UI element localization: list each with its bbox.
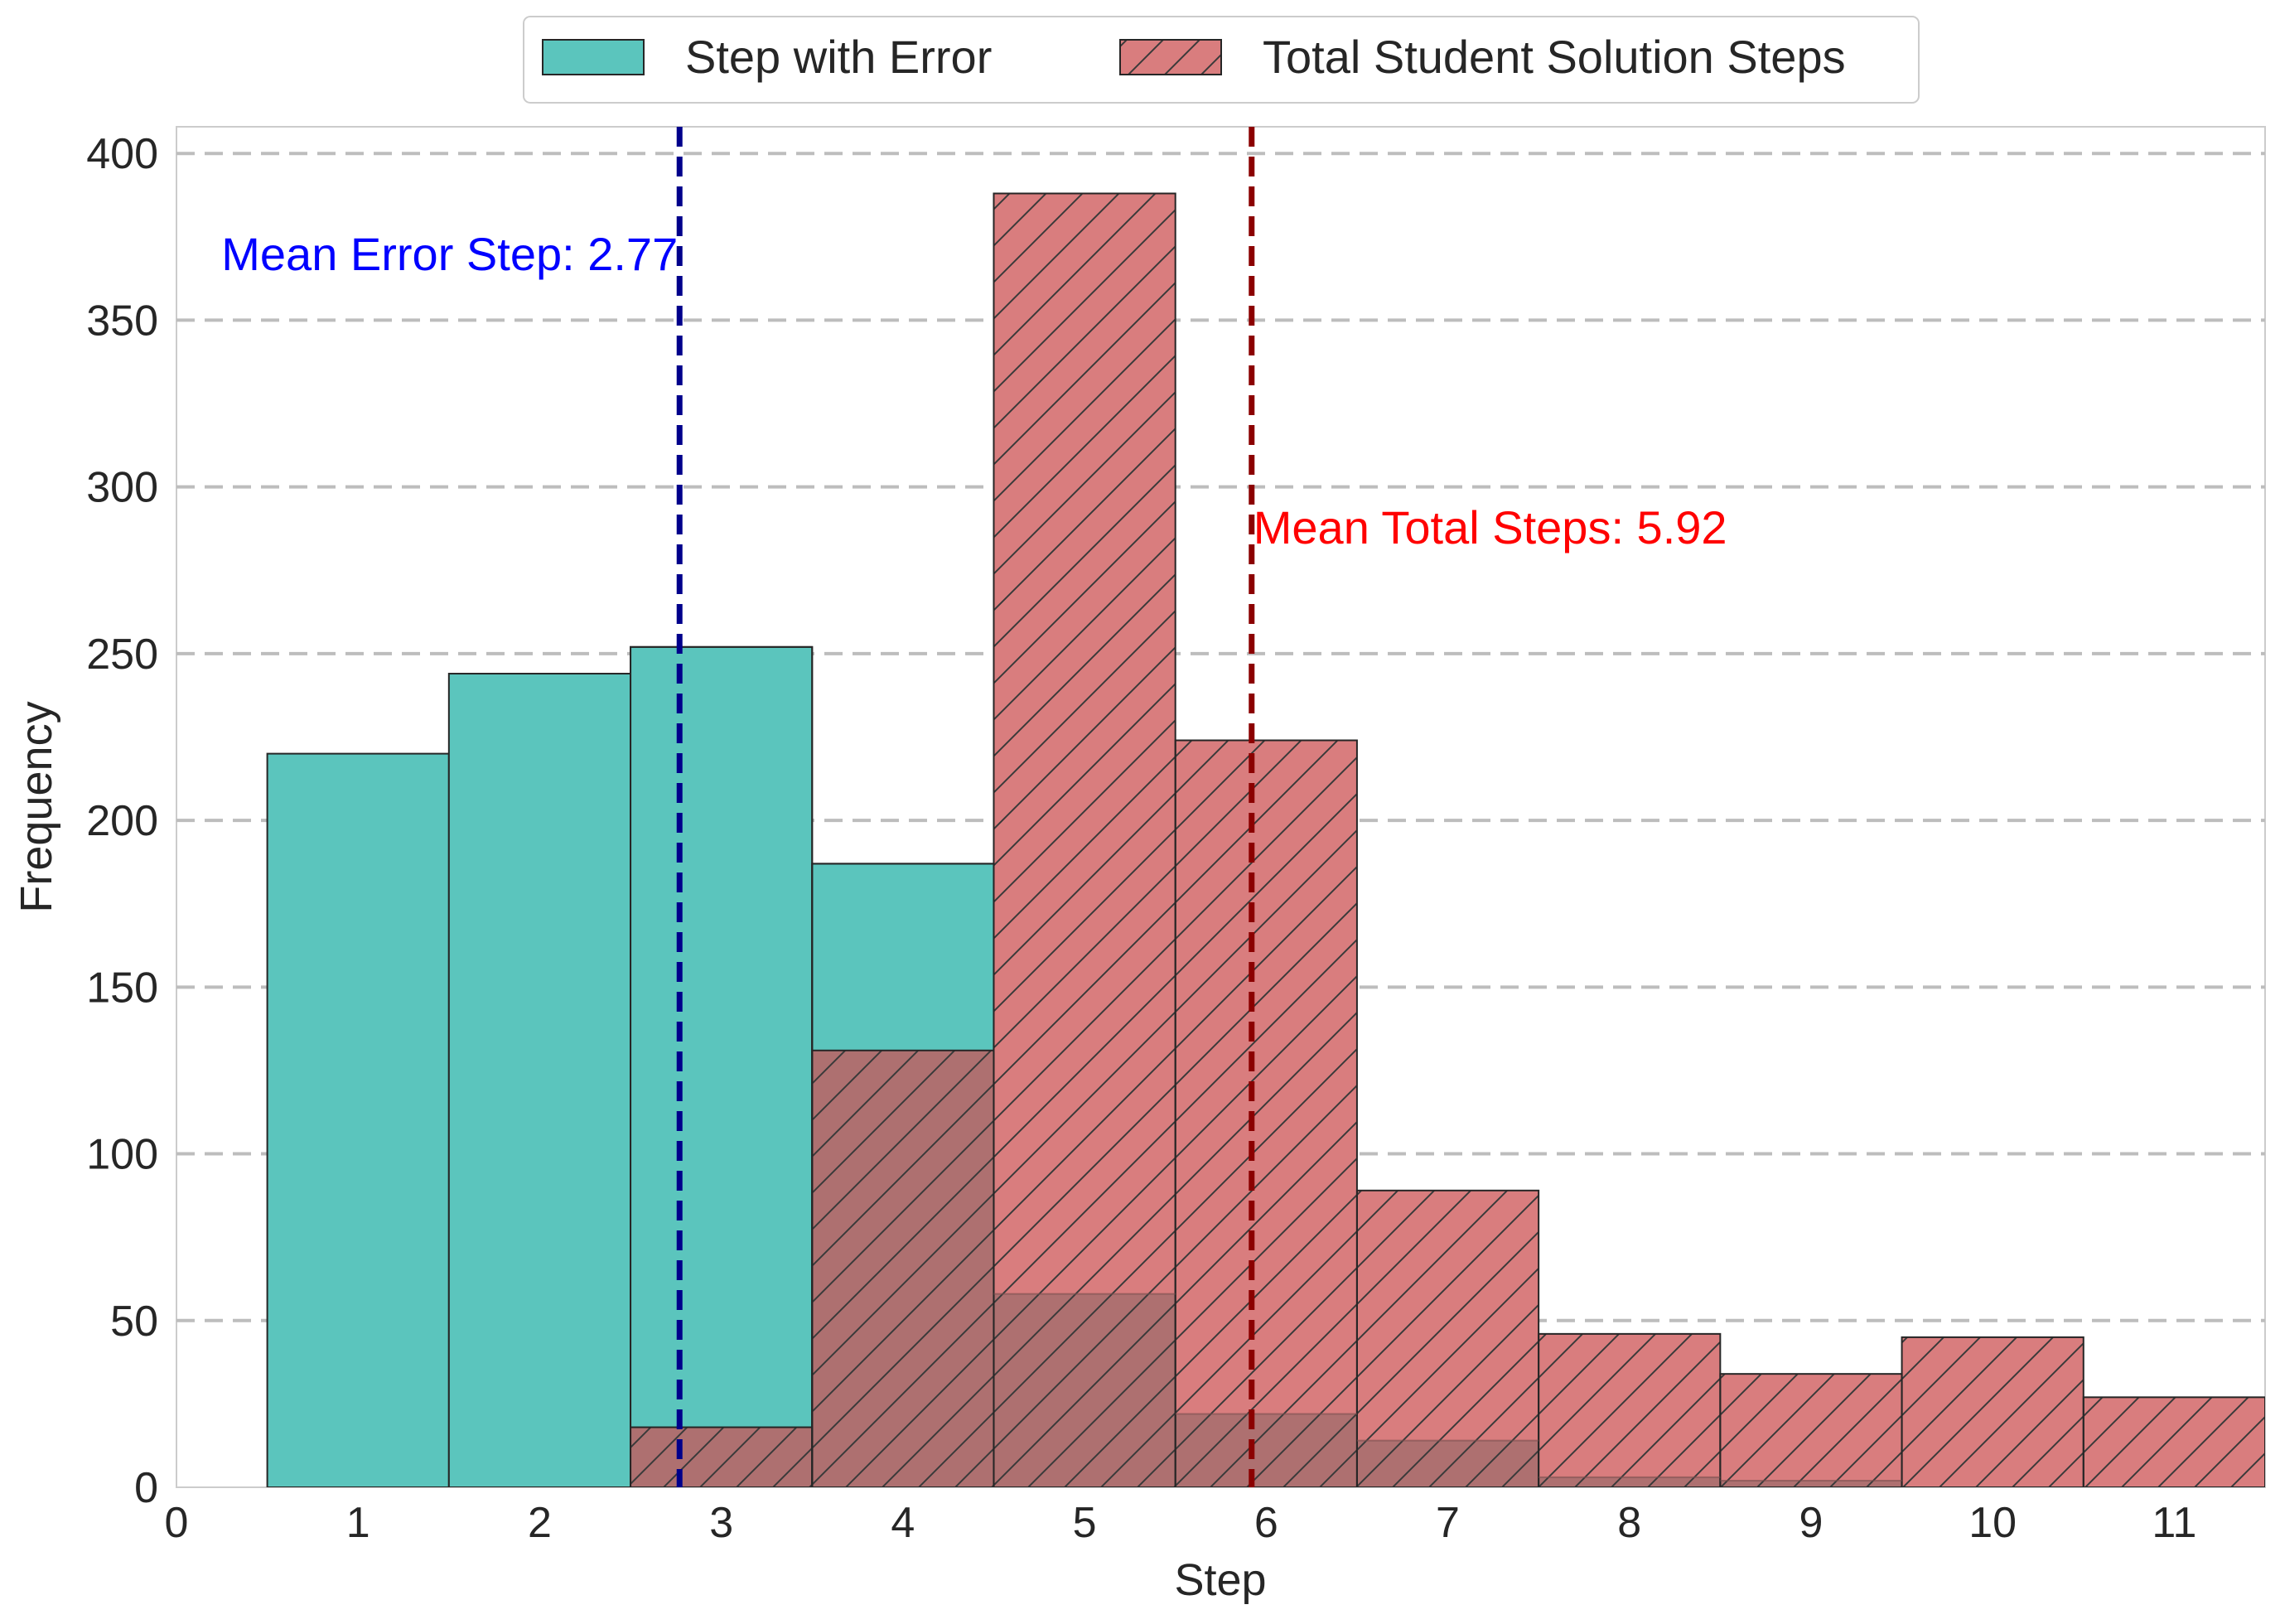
bar-step-with-error <box>447 673 632 1487</box>
legend: Step with Error Total Student Solution S… <box>523 16 1920 104</box>
x-tick-label: 11 <box>2152 1499 2196 1547</box>
mean-label-1: Mean Total Steps: 5.92 <box>1254 501 1727 553</box>
bar-total-steps-hatch <box>1719 1373 1903 1487</box>
bar-total-steps-hatch <box>1901 1336 2084 1487</box>
legend-label-total: Total Student Solution Steps <box>1263 31 1846 83</box>
bar-total-steps-hatch <box>1355 1189 1540 1487</box>
bar-total-steps-hatch <box>630 1426 814 1487</box>
bar-step-with-error <box>630 645 814 1487</box>
y-tick-label: 200 <box>86 797 158 845</box>
bar-step-with-error <box>266 752 450 1487</box>
x-tick-label: 1 <box>346 1499 370 1547</box>
x-tick-label: 7 <box>1436 1499 1460 1547</box>
tick-labels: 0 50 100 150 200 250 300 350 400 0 1 2 3 4 5 6 7 8 9 10 11 <box>86 130 2196 1547</box>
x-tick-label: 10 <box>1968 1499 2017 1547</box>
y-tick-label: 150 <box>86 964 158 1012</box>
x-tick-label: 3 <box>709 1499 733 1547</box>
x-axis-label: Step <box>1174 1555 1266 1605</box>
bar-total-steps-hatch <box>1174 739 1358 1487</box>
y-tick-label: 250 <box>86 631 158 679</box>
y-tick-label: 100 <box>86 1131 158 1179</box>
x-tick-label: 9 <box>1799 1499 1823 1547</box>
bar-total-steps-hatch <box>811 1049 995 1487</box>
legend-label-error: Step with Error <box>685 31 992 83</box>
legend-swatch-error <box>542 39 645 75</box>
bars <box>266 192 2265 1487</box>
bar-total-steps-hatch <box>1538 1332 1722 1487</box>
y-axis-label: Frequency <box>12 701 61 912</box>
y-tick-label: 50 <box>110 1298 158 1346</box>
mean-label-0: Mean Error Step: 2.77 <box>221 228 678 280</box>
legend-swatch-total-hatch <box>1119 39 1222 75</box>
y-tick-label: 400 <box>86 130 158 178</box>
annotations: Mean Error Step: 2.77 Mean Total Steps: 5… <box>221 127 1727 1487</box>
bar-total-steps-hatch <box>993 192 1176 1487</box>
x-tick-label: 2 <box>528 1499 552 1547</box>
bar-total-steps-hatch <box>2082 1396 2265 1487</box>
y-tick-label: 300 <box>86 464 158 512</box>
y-tick-label: 0 <box>134 1464 158 1512</box>
x-tick-label: 5 <box>1073 1499 1097 1547</box>
x-tick-label: 6 <box>1254 1499 1278 1547</box>
y-tick-label: 350 <box>86 297 158 345</box>
x-tick-label: 4 <box>891 1499 915 1547</box>
x-tick-label: 8 <box>1617 1499 1641 1547</box>
x-tick-label: 0 <box>165 1499 189 1547</box>
